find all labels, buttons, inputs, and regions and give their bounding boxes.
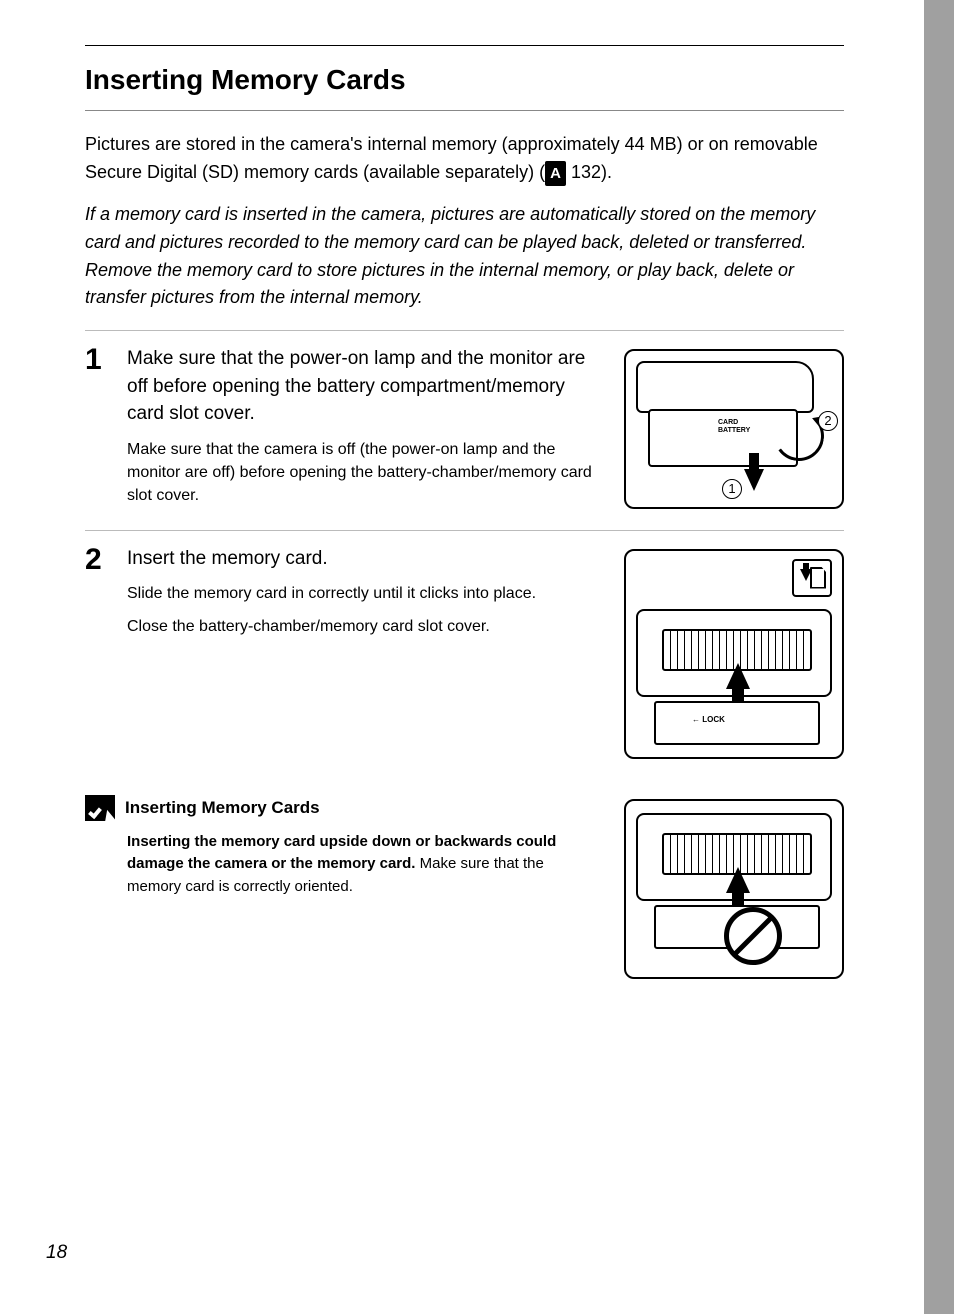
figure-box [624,799,844,979]
step-heading: Make sure that the power-on lamp and the… [127,345,594,428]
title-rule-top [85,45,844,46]
figure-box: CARD BATTERY 1 2 [624,349,844,509]
step-1: 1 Make sure that the power-on lamp and t… [85,345,844,517]
prohibited-icon [724,907,782,965]
arrow-up-icon [726,867,750,893]
intro-paragraph-1: Pictures are stored in the camera's inte… [85,131,844,187]
card-label: CARD [718,419,738,426]
step-figure-1: CARD BATTERY 1 2 [624,345,844,517]
step-separator-2 [85,530,844,531]
step-detail: Make sure that the camera is off (the po… [127,438,594,508]
page-ref-icon: A [545,161,566,186]
sd-card-icon [810,567,826,589]
step-separator-1 [85,330,844,331]
note-body: Inserting the memory card upside down or… [127,831,594,899]
step-heading: Insert the memory card. [127,545,594,573]
intro-text-1a: Pictures are stored in the camera's inte… [85,134,818,182]
note-block: Inserting Memory Cards Inserting the mem… [85,795,844,979]
page-body: Inserting Memory Cards Pictures are stor… [0,0,924,1314]
camera-outline [636,361,814,413]
title-rule-bottom [85,110,844,111]
step-number: 1 [85,345,109,517]
battery-label: BATTERY [718,427,750,434]
arrow-down-icon [744,469,764,491]
page-title: Inserting Memory Cards [85,64,844,96]
step-2: 2 Insert the memory card. Slide the memo… [85,545,844,759]
step-body: Make sure that the power-on lamp and the… [127,345,606,517]
step-detail: Close the battery-chamber/memory card sl… [127,615,594,638]
lock-label: ← LOCK [692,715,725,724]
step-figure-2: ← LOCK [624,545,844,759]
note-heading-row: Inserting Memory Cards [127,795,594,821]
note-figure [624,795,844,979]
callout-2: 2 [818,411,838,431]
figure-box: ← LOCK [624,549,844,759]
page-number: 18 [46,1242,67,1264]
arrow-up-icon [726,663,750,689]
camera-cover-open [654,701,820,745]
note-title: Inserting Memory Cards [125,798,320,818]
note-text: Inserting Memory Cards Inserting the mem… [85,795,606,979]
page-ref-number: 132). [566,162,612,182]
step-number: 2 [85,545,109,759]
callout-1: 1 [722,479,742,499]
caution-check-icon [85,795,115,821]
step-body: Insert the memory card. Slide the memory… [127,545,606,759]
intro-paragraph-2: If a memory card is inserted in the came… [85,201,844,313]
step-detail: Slide the memory card in correctly until… [127,582,594,605]
sd-hint-box [792,559,832,597]
